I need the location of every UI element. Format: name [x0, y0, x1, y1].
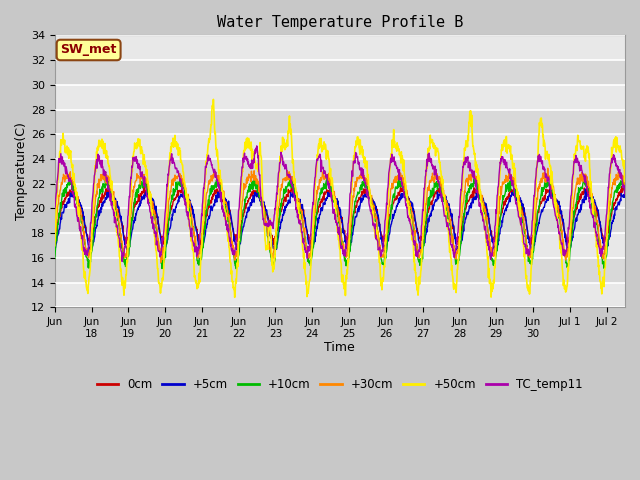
- Bar: [55, 159, 625, 184]
- Legend: 0cm, +5cm, +10cm, +30cm, +50cm, TC_temp11: 0cm, +5cm, +10cm, +30cm, +50cm, TC_temp1…: [92, 373, 588, 396]
- Bar: [55, 233, 625, 258]
- Bar: [55, 208, 625, 233]
- Text: SW_met: SW_met: [60, 44, 117, 57]
- X-axis label: Time: Time: [324, 341, 355, 354]
- Bar: [55, 258, 625, 283]
- Title: Water Temperature Profile B: Water Temperature Profile B: [217, 15, 463, 30]
- Bar: [55, 184, 625, 208]
- Bar: [55, 109, 625, 134]
- Bar: [55, 60, 625, 85]
- Bar: [55, 283, 625, 307]
- Bar: [55, 36, 625, 60]
- Y-axis label: Temperature(C): Temperature(C): [15, 122, 28, 220]
- Bar: [55, 134, 625, 159]
- Bar: [55, 85, 625, 109]
